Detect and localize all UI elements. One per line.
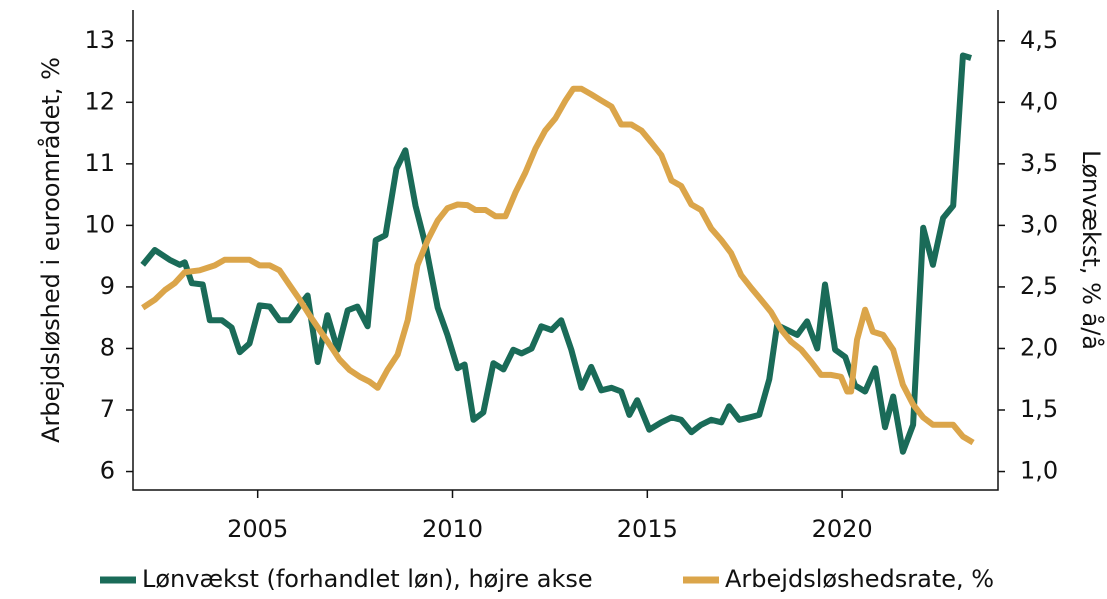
y-tick-label: 6 [100,457,115,485]
y2-tick-label: 1,5 [1020,395,1058,423]
x-tick-label: 2005 [227,515,288,543]
y2-tick-label: 4,5 [1020,26,1058,54]
data-line [141,85,975,446]
y2-tick-label: 4,0 [1020,87,1058,115]
y2-axis-title: Lønvækst, % å/å [1077,150,1106,350]
x-tick-label: 2015 [617,515,678,543]
y2-tick-label: 3,5 [1020,149,1058,177]
y-tick-label: 12 [84,87,115,115]
y-tick-label: 11 [84,149,115,177]
legend-label: Lønvækst (forhandlet løn), højre akse [142,565,593,593]
y-tick-label: 13 [84,26,115,54]
y-tick-label: 8 [100,333,115,361]
y2-tick-label: 2,0 [1020,333,1058,361]
data-line [140,52,972,455]
y2-tick-label: 3,0 [1020,210,1058,238]
y-axis-title: Arbejdsløshed i euroområdet, % [36,57,65,443]
axes-frame [132,10,999,491]
x-tick-label: 2020 [812,515,873,543]
y-tick-label: 9 [100,272,115,300]
legend-label: Arbejdsløshedsrate, % [725,565,994,593]
y2-tick-label: 2,5 [1020,272,1058,300]
y-tick-label: 10 [84,210,115,238]
y2-tick-label: 1,0 [1020,457,1058,485]
y-tick-label: 7 [100,395,115,423]
x-tick-label: 2010 [422,515,483,543]
